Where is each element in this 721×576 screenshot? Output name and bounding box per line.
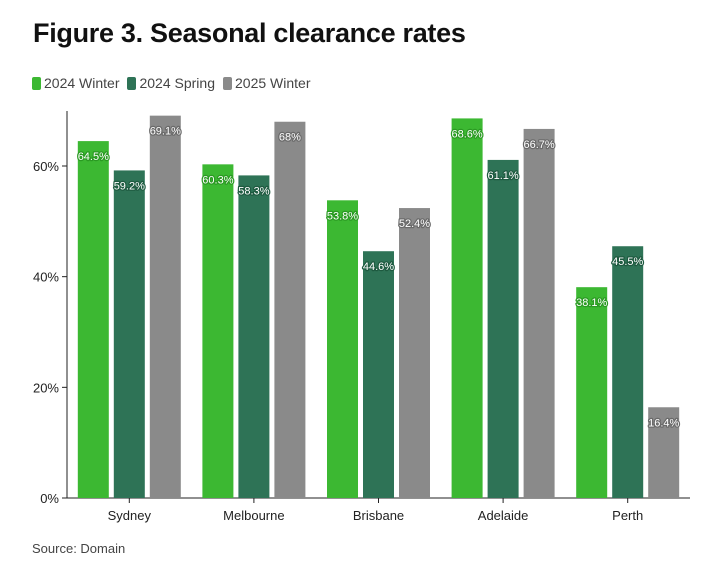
- x-tick-label: Adelaide: [478, 508, 529, 523]
- legend-item: 2024 Winter: [32, 75, 119, 91]
- legend-item: 2025 Winter: [223, 75, 310, 91]
- bar: [399, 208, 430, 498]
- bar: [77, 141, 109, 498]
- y-tick-label: 60%: [33, 159, 59, 174]
- y-tick-label: 40%: [33, 270, 59, 285]
- legend-label: 2025 Winter: [235, 75, 311, 91]
- bar: [149, 115, 181, 498]
- source-note: Source: Domain: [32, 541, 126, 556]
- bar: [363, 251, 394, 498]
- y-tick-label: 20%: [33, 380, 59, 395]
- bar: [612, 246, 644, 498]
- data-label: 58.3%: [238, 185, 269, 197]
- bar: [648, 407, 680, 498]
- data-label: 52.4%: [399, 218, 430, 230]
- y-tick-label: 0%: [40, 491, 59, 506]
- legend-swatch: [127, 76, 137, 90]
- bar: [523, 128, 555, 498]
- legend-swatch: [223, 76, 232, 90]
- bar: [451, 118, 483, 498]
- bar: [274, 121, 306, 498]
- x-tick-label: Melbourne: [223, 508, 284, 523]
- data-label: 69.1%: [150, 126, 181, 138]
- bar: [202, 164, 234, 498]
- data-label: 16.4%: [648, 417, 679, 429]
- legend-label: 2024 Winter: [44, 75, 120, 91]
- data-label: 66.7%: [523, 139, 554, 151]
- data-label: 44.6%: [363, 261, 394, 273]
- bar: [327, 200, 358, 498]
- bar: [487, 159, 519, 498]
- data-label: 59.2%: [114, 180, 145, 192]
- data-label: 53.8%: [327, 210, 358, 222]
- data-label: 64.5%: [78, 151, 109, 163]
- data-label: 45.5%: [612, 256, 643, 268]
- bar: [576, 287, 608, 498]
- legend-swatch: [32, 76, 41, 90]
- x-tick-label: Perth: [612, 508, 643, 523]
- x-tick-label: Brisbane: [353, 508, 404, 523]
- legend-label: 2024 Spring: [139, 75, 215, 91]
- data-label: 68%: [279, 132, 301, 144]
- legend-item: 2024 Spring: [127, 75, 215, 91]
- data-label: 38.1%: [576, 297, 607, 309]
- bar: [113, 170, 145, 498]
- data-label: 60.3%: [202, 174, 233, 186]
- x-tick-label: Sydney: [108, 508, 152, 523]
- bar: [238, 175, 270, 498]
- chart-title: Figure 3. Seasonal clearance rates: [33, 18, 466, 48]
- data-label: 68.6%: [451, 128, 482, 140]
- legend: 2024 Winter 2024 Spring 2025 Winter: [32, 75, 310, 91]
- data-label: 61.1%: [487, 170, 518, 182]
